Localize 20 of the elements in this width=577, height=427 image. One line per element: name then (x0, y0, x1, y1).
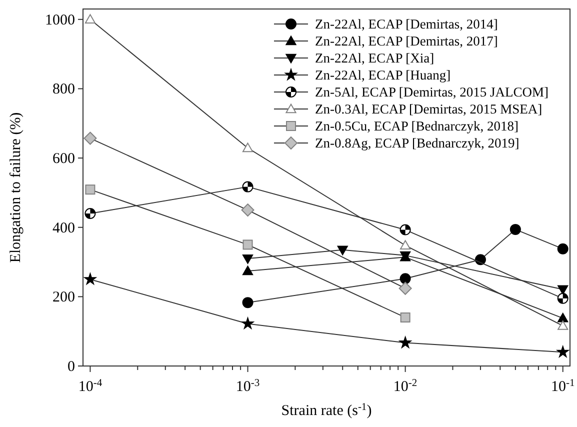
legend-label: Zn-5Al, ECAP [Demirtas, 2015 JALCOM] (315, 84, 548, 100)
y-tick-label: 400 (52, 220, 75, 236)
legend-label: Zn-22Al, ECAP [Demirtas, 2014] (315, 16, 498, 32)
x-tick-label: 10$^{-2}$ (393, 378, 418, 395)
x-tick-label: 10$^{-3}$ (236, 378, 260, 395)
y-tick-label: 1000 (45, 12, 75, 28)
legend-label: Zn-22Al, ECAP [Xia] (315, 50, 434, 66)
x-tick-label: 10$^{-1}$ (550, 378, 575, 395)
legend-label: Zn-22Al, ECAP [Huang] (315, 68, 451, 82)
y-axis-title: Elongation to failure (%) (8, 112, 24, 263)
y-tick-label: 0 (68, 359, 75, 375)
legend-label: Zn-0.3Al, ECAP [Demirtas, 2015 MSEA] (315, 102, 542, 116)
x-tick-label: 10$^{-4}$ (78, 378, 103, 395)
legend-label: Zn-22Al, ECAP [Demirtas, 2017] (315, 34, 498, 48)
x-axis-title: Strain rate (s$^{-1}$) (281, 402, 372, 419)
y-tick-label: 800 (52, 82, 75, 98)
legend-label: Zn-0.5Cu, ECAP [Bednarczyk, 2018] (315, 118, 518, 134)
y-tick-label: 200 (52, 290, 75, 306)
legend-label: Zn-0.8Ag, ECAP [Bednarczyk, 2019] (315, 136, 520, 150)
y-tick-label: 600 (52, 151, 75, 168)
